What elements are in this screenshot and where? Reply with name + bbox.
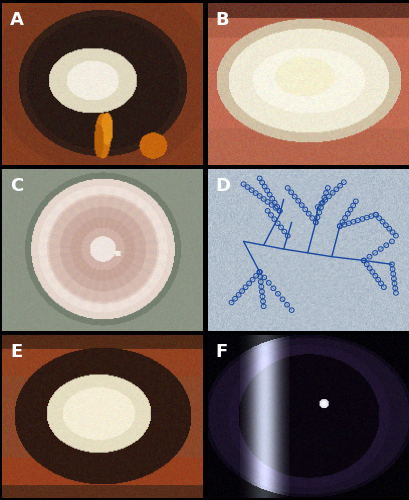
Text: D: D (215, 177, 230, 195)
Text: A: A (10, 10, 24, 29)
Text: F: F (215, 344, 227, 361)
Text: B: B (215, 10, 229, 29)
Text: C: C (10, 177, 23, 195)
Text: E: E (10, 344, 22, 361)
